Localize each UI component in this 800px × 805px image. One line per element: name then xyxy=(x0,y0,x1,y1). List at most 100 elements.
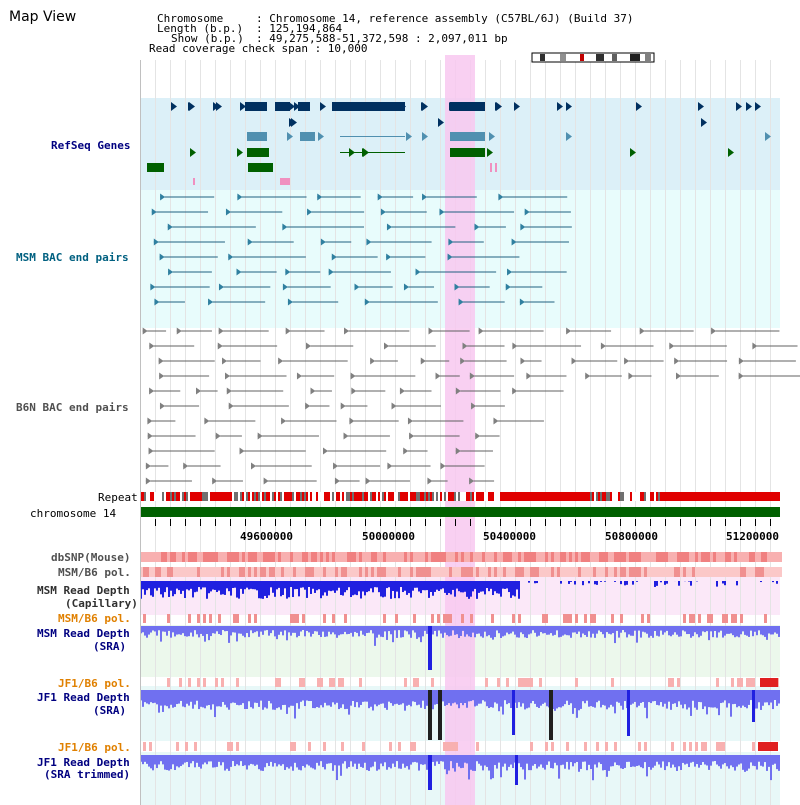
track-label-jf1-b6-pol[interactable]: JF1/B6 pol. xyxy=(58,677,131,690)
msm-sra-depth-bar xyxy=(578,626,580,632)
msm-bac-end xyxy=(218,283,224,291)
capillary-depth-bar xyxy=(388,581,390,588)
msm-pol-segment xyxy=(218,567,221,577)
jf1-trim-depth-bar xyxy=(306,755,308,765)
msm-sra-depth-bar xyxy=(340,626,342,635)
msm-sra-depth-bar xyxy=(666,626,668,631)
capillary-depth-bar xyxy=(376,581,378,588)
dbsnp-segment xyxy=(365,552,368,562)
jf1-depth-bar xyxy=(656,690,658,705)
info-length-key: Length (b.p.) xyxy=(157,22,244,35)
msm-sra-depth-bar xyxy=(296,626,298,638)
jf1-trim-depth-bar xyxy=(356,755,358,770)
capillary-depth-bar xyxy=(620,581,622,585)
jf1-trim-depth-bar xyxy=(364,755,366,763)
jf1-trim-depth-bar xyxy=(742,755,744,770)
repeat-segment xyxy=(402,492,404,501)
jf1-trim-depth-bar xyxy=(234,755,236,767)
jf1-depth-bar xyxy=(684,690,686,705)
msm-pol-segment xyxy=(326,567,329,577)
msm-pol2-segment xyxy=(293,614,296,623)
msm-pol-segment xyxy=(257,567,260,577)
jf1-trim-depth-bar xyxy=(600,755,602,765)
msm-sra-depth-bar xyxy=(638,626,640,631)
capillary-depth-bar xyxy=(528,581,530,583)
jf1-trim-depth-bar xyxy=(424,755,426,765)
repeat-segment xyxy=(364,492,366,501)
msm-sra-depth-bar xyxy=(220,626,222,636)
capillary-depth-bar xyxy=(168,581,170,597)
jf1-pol2-segment xyxy=(227,742,230,751)
jf1-pol-segment xyxy=(752,678,755,687)
b6n-bac-end xyxy=(512,387,518,395)
msm-sra-depth-bar xyxy=(732,626,734,636)
msm-sra-depth-bar xyxy=(238,626,240,634)
msm-sra-depth-bar xyxy=(556,626,558,631)
jf1-pol-segment xyxy=(338,678,341,687)
track-label-dbsnp[interactable]: dbSNP(Mouse) xyxy=(51,551,131,564)
msm-pol-segment xyxy=(755,567,758,577)
jf1-depth-bar xyxy=(472,690,474,701)
capillary-depth-bar xyxy=(256,581,258,591)
msm-pol-segment xyxy=(338,567,341,577)
jf1-trim-depth-bar xyxy=(576,755,578,762)
jf1-depth-bar xyxy=(180,690,182,701)
msm-sra-depth-bar xyxy=(680,626,682,637)
track-label-msm-bac[interactable]: MSM BAC end pairs xyxy=(16,251,129,264)
dbsnp-segment xyxy=(731,552,734,562)
capillary-depth-bar xyxy=(184,581,186,598)
jf1-pol-segment xyxy=(332,678,335,687)
track-label-b6n-bac[interactable]: B6N BAC end pairs xyxy=(16,401,129,414)
jf1-depth-bar xyxy=(510,690,512,709)
capillary-depth-bar xyxy=(282,581,284,595)
track-label-msm-b6-pol[interactable]: MSM/B6 pol. xyxy=(58,566,131,579)
repeat-segment xyxy=(434,492,436,501)
track-label-jf1-depth-1[interactable]: JF1 Read Depth xyxy=(37,691,130,704)
capillary-depth-bar xyxy=(374,581,376,588)
jf1-trim-depth-bar xyxy=(144,755,146,762)
jf1-trim-depth-bar xyxy=(176,755,178,767)
jf1-trim-depth-bar xyxy=(354,755,356,764)
repeat-segment xyxy=(366,492,368,501)
jf1-depth-bar xyxy=(366,690,368,702)
jf1-trim-depth-bar xyxy=(376,755,378,771)
capillary-depth-bar xyxy=(266,581,268,598)
jf1-trim-depth-bar xyxy=(412,755,414,763)
jf1-depth-bar xyxy=(372,690,374,711)
msm-sra-depth-bar xyxy=(548,626,550,635)
msm-pol2-segment xyxy=(569,614,572,623)
dbsnp-segment xyxy=(488,552,491,562)
msm-pol-segment xyxy=(314,567,317,577)
capillary-depth-bar xyxy=(514,581,516,597)
repeat-segment xyxy=(382,492,384,501)
jf1-trim-depth-bar xyxy=(226,755,228,769)
jf1-trim-depth-bar xyxy=(390,755,392,769)
b6n-bac-end xyxy=(218,327,224,335)
capillary-depth-bar xyxy=(600,581,602,582)
repeat-segment xyxy=(336,492,338,501)
capillary-depth-bar xyxy=(152,581,154,597)
track-label-msm-depth-sra-1[interactable]: MSM Read Depth xyxy=(37,627,130,640)
track-label-repeat[interactable]: Repeat xyxy=(98,491,138,504)
track-label-refseq[interactable]: RefSeq Genes xyxy=(51,139,131,152)
track-label-chromosome[interactable]: chromosome 14 xyxy=(30,507,117,520)
jf1-depth-bar xyxy=(608,690,610,708)
jf1-trim-depth-bar xyxy=(626,755,628,762)
repeat-segment xyxy=(622,492,624,501)
capillary-depth-bar xyxy=(486,581,488,589)
track-label-msm-depth-capillary-1[interactable]: MSM Read Depth xyxy=(37,584,130,597)
msm-sra-depth-bar xyxy=(760,626,762,635)
jf1-depth-bar xyxy=(640,690,642,703)
msm-sra-depth-bar xyxy=(170,626,172,638)
dbsnp-segment xyxy=(563,552,566,562)
jf1-depth-bar xyxy=(248,690,250,702)
track-label-jf1-trim-1[interactable]: JF1 Read Depth xyxy=(37,756,130,769)
jf1-trim-depth-bar xyxy=(276,755,278,767)
jf1-trim-depth-bar xyxy=(466,755,468,764)
track-label-jf1-b6-pol-2[interactable]: JF1/B6 pol. xyxy=(58,741,131,754)
msm-sra-depth-bar xyxy=(314,626,316,632)
b6n-bac-end xyxy=(158,357,164,365)
track-label-msm-b6-pol-2[interactable]: MSM/B6 pol. xyxy=(58,612,131,625)
